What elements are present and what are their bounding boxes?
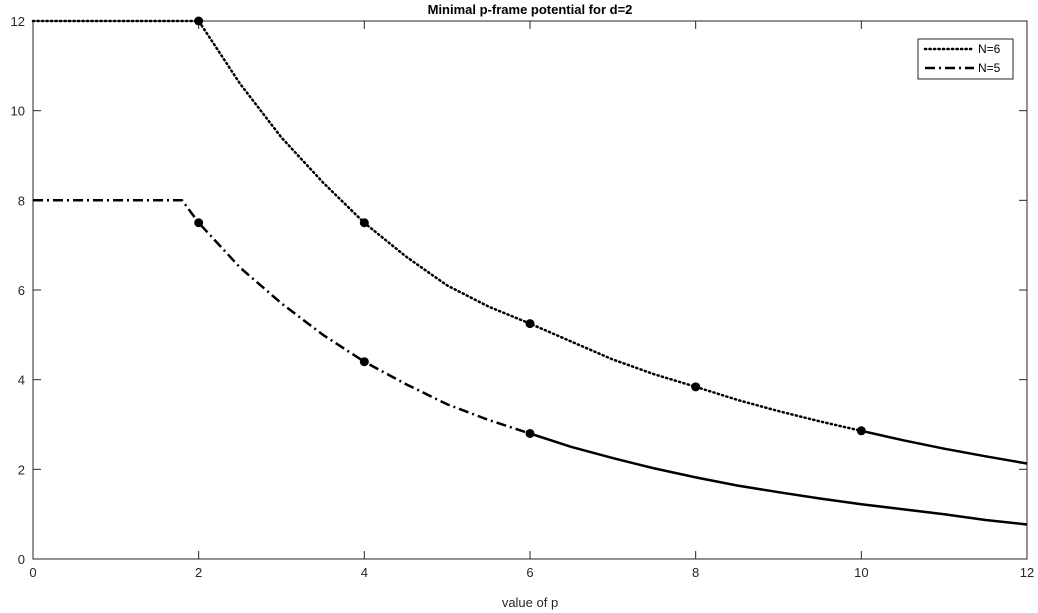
y-tick-label-4: 8 [18,193,25,208]
marker-1 [359,218,369,228]
marker-7 [525,428,535,438]
y-tick-label-0: 0 [18,552,25,567]
y-tick-label-2: 4 [18,373,25,388]
marker-4 [856,426,866,436]
series-line-2 [861,429,1028,465]
series-line-0 [31,19,863,433]
x-tick-label-3: 6 [526,565,533,580]
x-tick-label-6: 12 [1020,565,1034,580]
series-line-1 [33,199,531,435]
marker-3 [691,382,701,392]
legend-label-n5: N=5 [978,61,1001,75]
legend: N=6 N=5 [917,38,1014,80]
y-tick-label-3: 6 [18,283,25,298]
y-tick-label-1: 2 [18,462,25,477]
x-axis-label: value of p [502,595,558,610]
y-tick-label-5: 10 [11,104,25,119]
x-tick-label-1: 2 [195,565,202,580]
legend-box [917,38,1014,80]
chart-title: Minimal p-frame potential for d=2 [428,2,633,17]
x-tick-label-5: 10 [854,565,868,580]
marker-0 [194,16,204,26]
series-line-3 [529,432,1028,526]
legend-label-n6: N=6 [978,42,1001,56]
plot-area [32,20,1028,560]
series-lines [31,19,1028,526]
y-tick-label-6: 12 [11,14,25,29]
x-tick-label-0: 0 [29,565,36,580]
marker-2 [525,319,535,329]
marker-6 [359,357,369,367]
x-tick-label-4: 8 [692,565,699,580]
x-tick-label-2: 4 [361,565,368,580]
data-markers [194,16,866,438]
marker-5 [194,218,204,228]
axis-ticks: 0 2 4 6 8 10 12 0 2 4 6 8 10 12 [11,14,1035,580]
